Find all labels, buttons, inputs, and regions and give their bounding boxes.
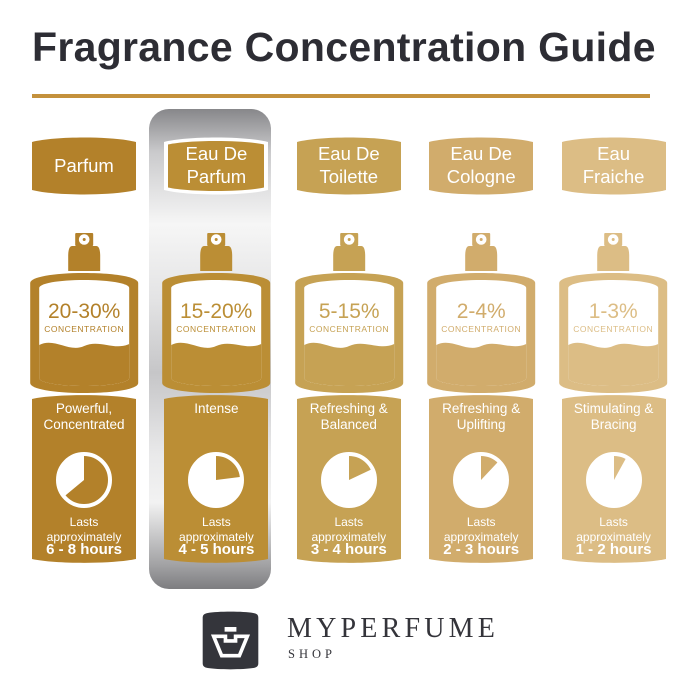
svg-text:CONCENTRATION: CONCENTRATION <box>574 324 654 334</box>
svg-text:CONCENTRATION: CONCENTRATION <box>44 324 124 334</box>
svg-text:CONCENTRATION: CONCENTRATION <box>176 324 256 334</box>
svg-text:CONCENTRATION: CONCENTRATION <box>441 324 521 334</box>
svg-text:15-20%: 15-20% <box>180 300 252 323</box>
svg-text:CONCENTRATION: CONCENTRATION <box>309 324 389 334</box>
svg-text:20-30%: 20-30% <box>48 300 120 323</box>
svg-text:1-3%: 1-3% <box>589 300 638 323</box>
svg-text:2-4%: 2-4% <box>457 300 506 323</box>
svg-text:5-15%: 5-15% <box>318 300 379 323</box>
